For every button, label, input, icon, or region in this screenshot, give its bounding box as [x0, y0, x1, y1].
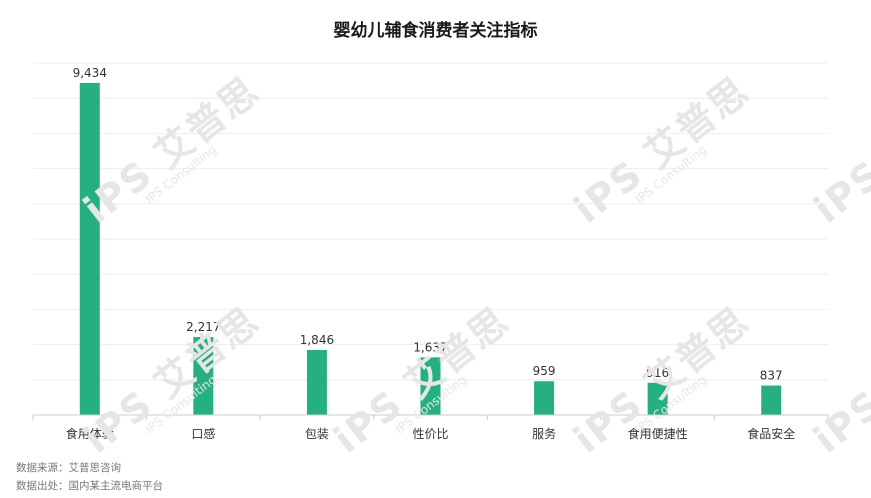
- bar-series: [79, 82, 782, 415]
- bar: [761, 385, 782, 415]
- bar: [79, 82, 100, 415]
- x-tick-label: 服务: [532, 426, 556, 441]
- value-label: 959: [533, 364, 556, 378]
- value-labels: 9,434 2,217 1,846 1,637 959 916 837: [73, 66, 783, 383]
- bar: [534, 381, 555, 415]
- value-label: 9,434: [73, 66, 107, 80]
- value-label: 837: [760, 369, 783, 383]
- value-label: 1,846: [300, 333, 334, 347]
- source-note: 数据来源：艾普思咨询: [16, 462, 121, 474]
- x-tick-label: 性价比: [412, 427, 448, 441]
- x-tick-label: 食用便捷性: [628, 426, 688, 441]
- bar: [647, 382, 668, 415]
- x-tick-label: 食品安全: [747, 426, 795, 441]
- x-axis: 食用体验 口感 包装 性价比 服务 食用便捷性 食品安全: [32, 414, 829, 441]
- bar: [306, 350, 327, 415]
- x-tick-label: 包装: [305, 427, 329, 441]
- grid-lines: [33, 62, 828, 381]
- origin-note: 数据出处：国内某主流电商平台: [16, 480, 163, 492]
- bar: [420, 357, 441, 415]
- value-label: 1,637: [413, 340, 447, 354]
- value-label: 2,217: [186, 320, 220, 334]
- bar: [193, 336, 214, 415]
- x-tick-label: 食用体验: [66, 426, 114, 441]
- chart-title: 婴幼儿辅食消费者关注指标: [333, 21, 538, 41]
- value-label: 916: [646, 366, 669, 380]
- x-tick-label: 口感: [191, 426, 215, 441]
